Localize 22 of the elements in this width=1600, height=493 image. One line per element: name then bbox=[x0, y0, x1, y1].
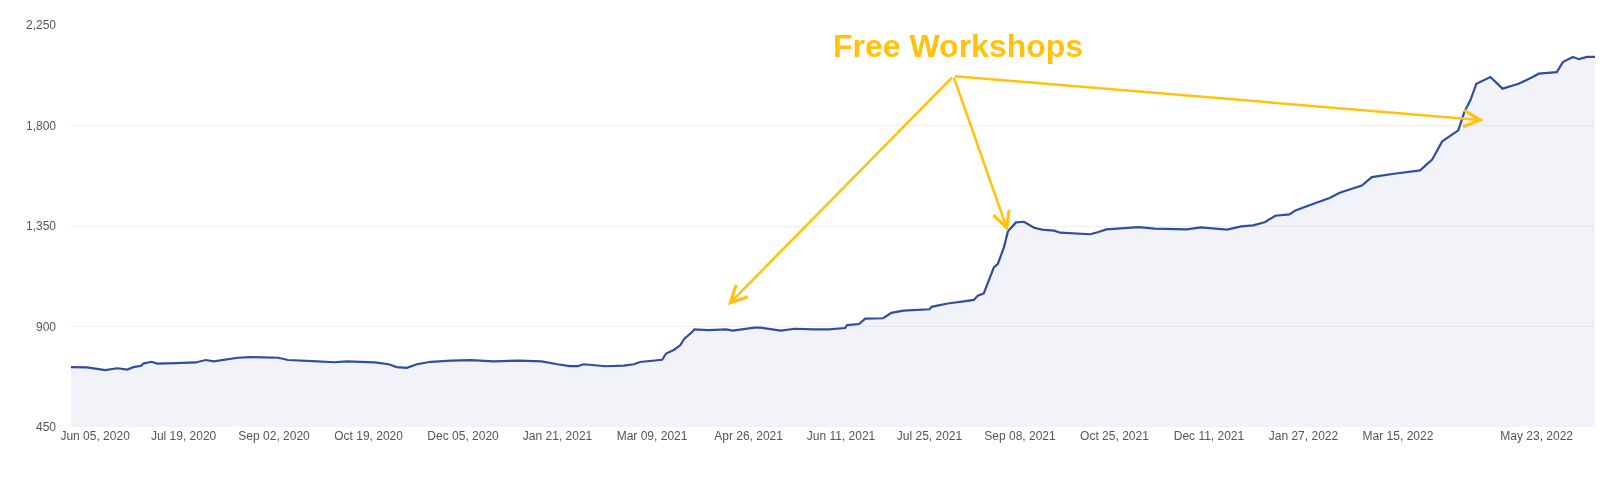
y-tick-label: 900 bbox=[35, 319, 57, 334]
x-tick-label: Oct 19, 2020 bbox=[334, 429, 404, 443]
x-tick-label: Oct 25, 2021 bbox=[1080, 429, 1150, 443]
annotation: Free Workshops bbox=[833, 28, 1084, 64]
x-tick-label: Mar 15, 2022 bbox=[1362, 429, 1434, 443]
x-tick-label: Sep 02, 2020 bbox=[238, 429, 311, 443]
x-tick-label: May 23, 2022 bbox=[1500, 429, 1574, 443]
x-tick-label: Apr 26, 2021 bbox=[714, 429, 784, 443]
y-tick-label: 1,350 bbox=[25, 219, 57, 234]
x-tick-label: Jun 11, 2021 bbox=[806, 429, 876, 443]
x-tick-label: Dec 05, 2020 bbox=[427, 429, 500, 443]
x-tick-label: Jul 19, 2020 bbox=[150, 429, 217, 443]
x-tick-label: Mar 09, 2021 bbox=[616, 429, 688, 443]
y-tick-label: 450 bbox=[35, 420, 57, 435]
x-tick-label: Dec 11, 2021 bbox=[1173, 429, 1245, 443]
x-tick-label: Jul 25, 2021 bbox=[896, 429, 963, 443]
y-tick-label: 2,250 bbox=[25, 18, 57, 33]
y-tick-label: 1,800 bbox=[25, 118, 57, 133]
x-tick-label: Jan 21, 2021 bbox=[522, 429, 593, 443]
x-tick-label: Sep 08, 2021 bbox=[984, 429, 1056, 443]
x-tick-label: Jun 05, 2020 bbox=[60, 429, 131, 443]
x-tick-label: Jan 27, 2022 bbox=[1268, 429, 1339, 443]
